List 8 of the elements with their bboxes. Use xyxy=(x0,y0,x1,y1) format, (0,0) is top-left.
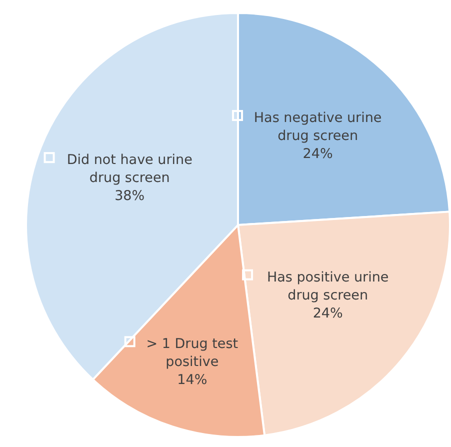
data-label: 38% xyxy=(114,188,145,204)
data-label: 24% xyxy=(312,305,344,322)
data-label: 24% xyxy=(302,146,333,162)
slice-label: Did not have urine drug screen xyxy=(66,152,192,186)
data-label: 14% xyxy=(177,372,208,388)
slice-label: Has negative urine drug screen xyxy=(254,110,382,144)
slice-label: Has positive urine drug screen xyxy=(266,269,389,304)
slice-label: > 1 Drug test positive xyxy=(146,336,238,370)
